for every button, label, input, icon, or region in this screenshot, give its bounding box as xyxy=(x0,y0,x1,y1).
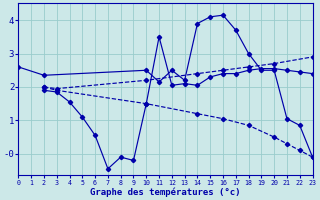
X-axis label: Graphe des températures (°c): Graphe des températures (°c) xyxy=(90,187,241,197)
